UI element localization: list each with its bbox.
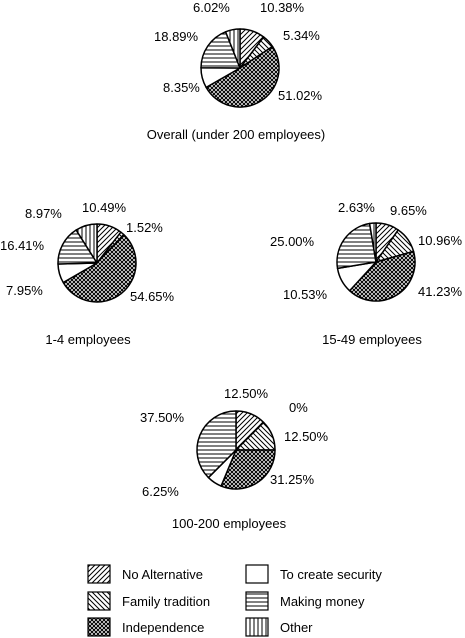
slice-label-independence: 51.02%	[278, 88, 323, 103]
legend-item-no-alternative: No Alternative	[87, 564, 203, 584]
slice-label-making-money: 18.89%	[154, 29, 199, 44]
slice-label-other: 2.63%	[338, 200, 375, 215]
legend-swatch-to-create-security	[245, 564, 269, 584]
legend-item-to-create-security: To create security	[245, 564, 382, 584]
slice-label-no-alternative: 10.49%	[82, 200, 127, 215]
slice-label-to-create-security: 10.53%	[283, 287, 328, 302]
pie-title-1-4-employees: 1-4 employees	[45, 332, 131, 347]
slice-label-no-alternative: 9.65%	[390, 203, 427, 218]
legend-swatch-independence	[87, 617, 111, 637]
legend-label-family-tradition: Family tradition	[122, 594, 210, 609]
slice-label-independence: 41.23%	[418, 284, 463, 299]
legend-swatch-making-money	[245, 591, 269, 611]
pie-slice-making-money	[336, 222, 377, 270]
pie-title-overall: Overall (under 200 employees)	[147, 127, 325, 142]
pie-15-49-employees: 9.65% 10.96% 41.23% 10.53% 25.00% 2.63% …	[270, 200, 463, 347]
legend-item-independence: Independence	[87, 617, 204, 637]
legend-item-other: Other	[245, 617, 313, 637]
pie-slice-other	[368, 222, 377, 263]
pie-slice-independence	[348, 250, 416, 302]
pie-slice-independence	[220, 449, 276, 490]
slice-label-other: 6.02%	[193, 0, 230, 15]
slice-label-family-tradition: 5.34%	[283, 28, 320, 43]
slice-label-family-tradition: 1.52%	[126, 220, 163, 235]
slice-label-making-money: 25.00%	[270, 234, 315, 249]
slice-label-to-create-security: 7.95%	[6, 283, 43, 298]
legend-item-making-money: Making money	[245, 591, 365, 611]
pie-slice-other	[224, 28, 241, 69]
legend: No Alternative To create security Family…	[87, 564, 382, 637]
legend-item-family-tradition: Family tradition	[87, 591, 210, 611]
pie-slice-other	[75, 223, 98, 264]
legend-label-other: Other	[280, 620, 313, 635]
legend-swatch-family-tradition	[87, 591, 111, 611]
slice-label-other: 0%	[289, 400, 308, 415]
legend-swatch-no-alternative	[87, 564, 111, 584]
slice-label-no-alternative: 12.50%	[224, 386, 269, 401]
slice-label-to-create-security: 6.25%	[142, 484, 179, 499]
slice-label-making-money: 16.41%	[0, 238, 45, 253]
pie-100-200-employees: 12.50% 12.50% 31.25% 6.25% 37.50% 0% 100…	[140, 386, 329, 531]
slice-label-family-tradition: 12.50%	[284, 429, 329, 444]
slice-label-to-create-security: 8.35%	[163, 80, 200, 95]
slice-label-making-money: 37.50%	[140, 410, 185, 425]
legend-label-making-money: Making money	[280, 594, 365, 609]
legend-swatch-other	[245, 617, 269, 637]
legend-label-to-create-security: To create security	[280, 567, 382, 582]
legend-label-independence: Independence	[122, 620, 204, 635]
slice-label-independence: 54.65%	[130, 289, 175, 304]
pie-slice-making-money	[196, 410, 237, 479]
slice-label-independence: 31.25%	[270, 472, 315, 487]
slice-label-no-alternative: 10.38%	[260, 0, 305, 15]
slice-label-other: 8.97%	[25, 206, 62, 221]
pie-slice-independence	[205, 45, 280, 108]
pie-title-100-200-employees: 100-200 employees	[172, 516, 287, 531]
pie-slice-making-money	[200, 31, 241, 69]
pie-overall: 10.38% 5.34% 51.02% 8.35% 18.89% 6.02% O…	[147, 0, 325, 142]
legend-label-no-alternative: No Alternative	[122, 567, 203, 582]
pie-title-15-49-employees: 15-49 employees	[322, 332, 422, 347]
pie-1-4-employees: 10.49% 1.52% 54.65% 7.95% 16.41% 8.97% 1…	[0, 200, 175, 347]
pie-slice-independence	[62, 233, 137, 303]
slice-label-family-tradition: 10.96%	[418, 233, 463, 248]
